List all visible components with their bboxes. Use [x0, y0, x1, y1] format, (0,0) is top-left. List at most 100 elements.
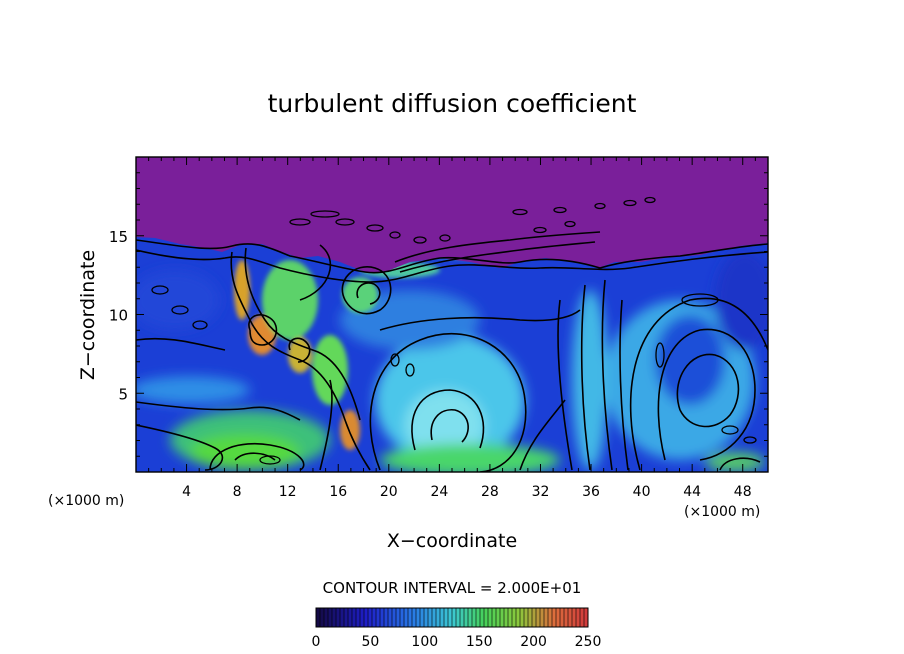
- colorbar-frame: [315, 607, 589, 628]
- contour-plume-loop-2: [288, 337, 311, 363]
- cell-20: [721, 425, 739, 435]
- colorbar-cell: [360, 608, 365, 627]
- colorbar-cell: [332, 608, 337, 627]
- x-tick-label: 4: [182, 484, 191, 500]
- cell-5: [413, 236, 427, 244]
- colorbar-cell: [324, 608, 329, 627]
- colorbar-cell: [320, 608, 325, 627]
- colorbar-cell: [492, 608, 497, 627]
- warm-patch-2: [312, 335, 348, 405]
- colorbar-cell: [500, 608, 505, 627]
- contour-upper-wave: [136, 249, 768, 283]
- cell-15: [151, 285, 169, 295]
- hot-plume-3: [288, 337, 312, 373]
- colorbar-cell: [580, 608, 585, 627]
- colorbar-cell: [456, 608, 461, 627]
- y-tick-label: 5: [118, 385, 128, 403]
- colorbar-tick-label: 150: [466, 634, 493, 650]
- colorbar-cell: [416, 608, 421, 627]
- small-contour-cells: [151, 196, 757, 465]
- colorbar-cell: [376, 608, 381, 627]
- colorbar-cell: [432, 608, 437, 627]
- colorbar-cell: [444, 608, 449, 627]
- cell-22: [655, 342, 665, 368]
- contour-right-column-1: [580, 284, 591, 471]
- cell-18: [390, 353, 400, 367]
- blob-left-upper: [136, 270, 220, 330]
- x-tick-labels: 4 8 12 16 20 24 28 32 36 40 44 48: [182, 484, 752, 500]
- colorbar-cell: [448, 608, 453, 627]
- colorbar-cell: [472, 608, 477, 627]
- colorbar-cell: [348, 608, 353, 627]
- contour-right-shear: [557, 299, 573, 471]
- blob-right-core: [655, 315, 725, 405]
- blob-column-mid: [572, 290, 608, 470]
- cell-12: [564, 220, 576, 228]
- cell-10: [623, 199, 637, 207]
- colorbar-cell: [512, 608, 517, 627]
- colorbar-cell: [396, 608, 401, 627]
- colorbar-cell: [352, 608, 357, 627]
- contour-left-band-1: [136, 337, 226, 351]
- blob-bottom-right: [705, 452, 765, 472]
- colorbar-tick-label: 250: [575, 634, 602, 650]
- colorbar-cell: [392, 608, 397, 627]
- colorbar-cell: [568, 608, 573, 627]
- colorbar-cell: [400, 608, 405, 627]
- contour-bottom-right: [719, 457, 761, 471]
- y-tick-label: 15: [109, 228, 128, 246]
- colorbar-cell: [440, 608, 445, 627]
- colorbar-cell: [460, 608, 465, 627]
- contour-right-column-2: [601, 279, 613, 471]
- contour-swirl-inner: [356, 282, 381, 305]
- colorbar-cell: [412, 608, 417, 627]
- contour-interval-text: CONTOUR INTERVAL = 2.000E+01: [323, 579, 582, 597]
- x-tick-label: 16: [329, 484, 347, 500]
- colorbar-cell: [364, 608, 369, 627]
- contour-mid-band: [379, 309, 581, 331]
- contour-plume-main: [230, 251, 371, 471]
- colorbar-cell: [428, 608, 433, 627]
- colorbar-cell: [424, 608, 429, 627]
- colorbar-cell: [316, 608, 321, 627]
- colorbar-cell: [560, 608, 565, 627]
- colorbar-cell: [404, 608, 409, 627]
- cell-13: [533, 226, 547, 234]
- contour-upper-ribbon: [394, 231, 601, 263]
- blob-left-band: [136, 376, 250, 404]
- x-tick-label: 8: [233, 484, 242, 500]
- colorbar-cell: [524, 608, 529, 627]
- colorbar-cell: [552, 608, 557, 627]
- colorbar-cell: [520, 608, 525, 627]
- contour-upper-ribbon-2: [399, 241, 596, 273]
- x-axis-label: X−coordinate: [387, 530, 517, 552]
- colorbar-tick-labels: 0 50 100 150 200 250: [312, 634, 602, 650]
- field-blobs: [136, 250, 768, 472]
- colorbar-cell: [464, 608, 469, 627]
- colorbar-cell: [576, 608, 581, 627]
- cell-16: [171, 305, 189, 315]
- colorbar-cell: [340, 608, 345, 627]
- blob-center-bottom: [380, 444, 560, 472]
- contour-left-band-2: [136, 401, 301, 421]
- colorbar-cell: [344, 608, 349, 627]
- colorbar-cell: [372, 608, 377, 627]
- y-axis-label: Z−coordinate: [77, 250, 99, 380]
- contour-plume-loop: [248, 314, 278, 346]
- colorbar-cell: [356, 608, 361, 627]
- contour-lines: [136, 231, 768, 472]
- colorbar-cell: [488, 608, 493, 627]
- x-tick-label: 36: [582, 484, 600, 500]
- cell-17: [192, 320, 208, 330]
- colorbar-cell: [528, 608, 533, 627]
- blob-right-edge: [715, 250, 768, 350]
- chart-title: turbulent diffusion coefficient: [268, 89, 637, 118]
- contour-right-vortex-outer: [629, 297, 768, 471]
- contour-vortex-core: [430, 409, 469, 443]
- warm-ribbon-3: [342, 277, 378, 313]
- colorbar-tick-label: 0: [312, 634, 321, 650]
- colorbar-cell: [436, 608, 441, 627]
- cell-2: [310, 210, 340, 218]
- colorbar-cell: [384, 608, 389, 627]
